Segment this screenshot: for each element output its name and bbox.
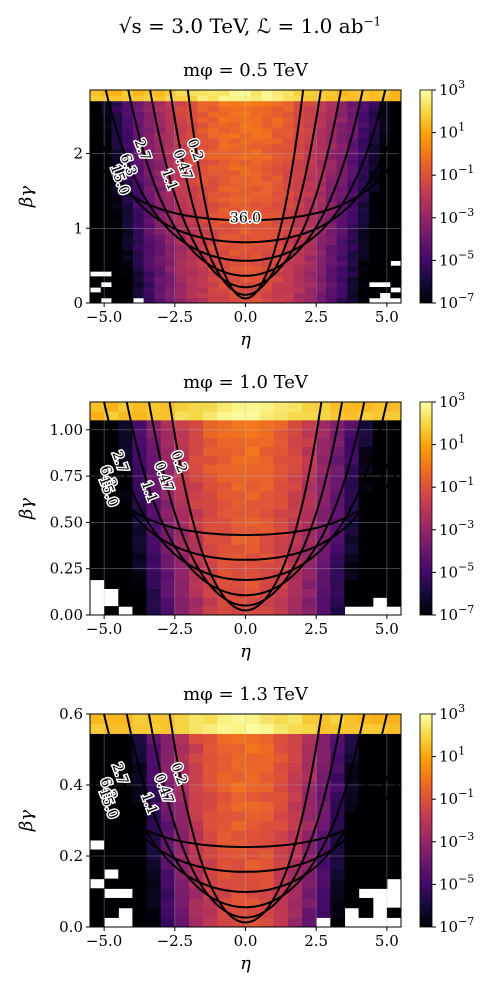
- figure-title: √s = 3.0 TeV, ℒ = 1.0 ab−1: [118, 14, 382, 38]
- contour-line: [186, 90, 305, 300]
- x-tick-label: 0.0: [234, 932, 258, 950]
- x-tick-label: −5.0: [86, 932, 122, 950]
- contours: [90, 714, 401, 924]
- colorbar-tick-label: 10−3: [439, 518, 474, 539]
- x-tick-label: −5.0: [86, 620, 122, 638]
- colorbar-gradient: [419, 713, 433, 928]
- x-tick-label: 2.5: [304, 620, 328, 638]
- y-tick-label: 0.50: [50, 513, 83, 531]
- contour-line: [90, 777, 401, 848]
- contour-line: [149, 90, 342, 289]
- heatmap: [90, 402, 401, 615]
- colorbar-tick-label: 103: [439, 702, 465, 723]
- contours: [90, 402, 401, 612]
- x-tick-label: −2.5: [157, 620, 193, 638]
- y-axis-label: βγ: [16, 810, 37, 832]
- y-tick-label: 0: [73, 294, 83, 312]
- colorbar-tick-label: 101: [439, 745, 465, 766]
- contour-line: [90, 740, 401, 873]
- panel-title: mφ = 1.0 TeV: [183, 372, 309, 393]
- y-tick-label: 0.25: [50, 560, 83, 578]
- contour-line: [147, 714, 344, 919]
- contour-line: [103, 714, 388, 894]
- y-tick-label: 2: [73, 145, 83, 163]
- x-tick-label: 2.5: [304, 932, 328, 950]
- y-tick-label: 0.2: [59, 847, 83, 865]
- y-tick-label: 0.00: [50, 606, 83, 624]
- colorbar: 103 101 10−1 10−3 10−5 10−7: [419, 78, 474, 312]
- x-tick-label: 0.0: [234, 308, 258, 326]
- colorbar-tick-label: 103: [439, 78, 465, 99]
- x-tick-label: −5.0: [86, 308, 122, 326]
- panel-title: mφ = 1.3 TeV: [183, 684, 309, 705]
- contour-line: [104, 90, 387, 262]
- contour-line: [90, 111, 401, 244]
- x-tick-label: −2.5: [157, 932, 193, 950]
- colorbar-tick-label: 10−7: [439, 915, 474, 936]
- y-tick-label: 0.0: [59, 918, 83, 936]
- colorbar-tick-label: 10−5: [439, 248, 474, 269]
- y-tick-label: 1: [73, 219, 83, 237]
- contour-line: [127, 90, 364, 277]
- contour-line: [168, 714, 323, 924]
- panel-1: mφ = 0.5 TeV0.20.471.12.76.315.036.0−5.0…: [16, 60, 474, 350]
- x-axis-label: η: [240, 641, 251, 662]
- x-tick-label: 2.5: [304, 308, 328, 326]
- colorbar-tick-label: 101: [439, 433, 465, 454]
- panel-title: mφ = 0.5 TeV: [183, 60, 309, 81]
- x-tick-label: 5.0: [375, 932, 399, 950]
- x-tick-label: 5.0: [375, 308, 399, 326]
- contour-line: [147, 402, 344, 607]
- contour-line: [168, 402, 323, 612]
- colorbar-tick-label: 101: [439, 121, 465, 142]
- y-tick-label: 0.6: [59, 705, 83, 723]
- colorbar-tick-label: 10−3: [439, 830, 474, 851]
- y-tick-label: 0.4: [59, 776, 83, 794]
- contour-line: [90, 151, 401, 222]
- contour-line: [90, 428, 401, 561]
- colorbar: 103 101 10−1 10−3 10−5 10−7: [419, 390, 474, 624]
- colorbar-tick-label: 10−5: [439, 872, 474, 893]
- colorbar-tick-label: 10−1: [439, 475, 474, 496]
- contour-line: [90, 465, 401, 536]
- contour-line: [125, 402, 366, 597]
- colorbar-tick-label: 10−7: [439, 291, 474, 312]
- contour-line: [103, 402, 388, 582]
- x-tick-label: −2.5: [157, 308, 193, 326]
- colorbar: 103 101 10−1 10−3 10−5 10−7: [419, 702, 474, 936]
- x-axis-label: η: [240, 953, 251, 974]
- x-tick-label: 0.0: [234, 620, 258, 638]
- colorbar-tick-label: 103: [439, 390, 465, 411]
- colorbar-gradient: [419, 89, 433, 304]
- y-axis-label: βγ: [16, 498, 37, 520]
- grid: [90, 713, 401, 928]
- colorbar-tick-label: 10−5: [439, 560, 474, 581]
- colorbar-gradient: [419, 401, 433, 616]
- colorbar-tick-label: 10−7: [439, 603, 474, 624]
- x-axis-label: η: [240, 329, 251, 350]
- y-tick-label: 0.75: [50, 467, 83, 485]
- contour-label: 36.0: [230, 210, 261, 226]
- colorbar-tick-label: 10−1: [439, 787, 474, 808]
- y-axis-label: βγ: [16, 186, 37, 208]
- contours: [90, 90, 401, 300]
- x-tick-label: 5.0: [375, 620, 399, 638]
- colorbar-tick-label: 10−3: [439, 206, 474, 227]
- contour-line: [125, 714, 366, 909]
- y-tick-label: 1.00: [50, 421, 83, 439]
- contour-line: [169, 90, 322, 296]
- colorbar-tick-label: 10−1: [439, 163, 474, 184]
